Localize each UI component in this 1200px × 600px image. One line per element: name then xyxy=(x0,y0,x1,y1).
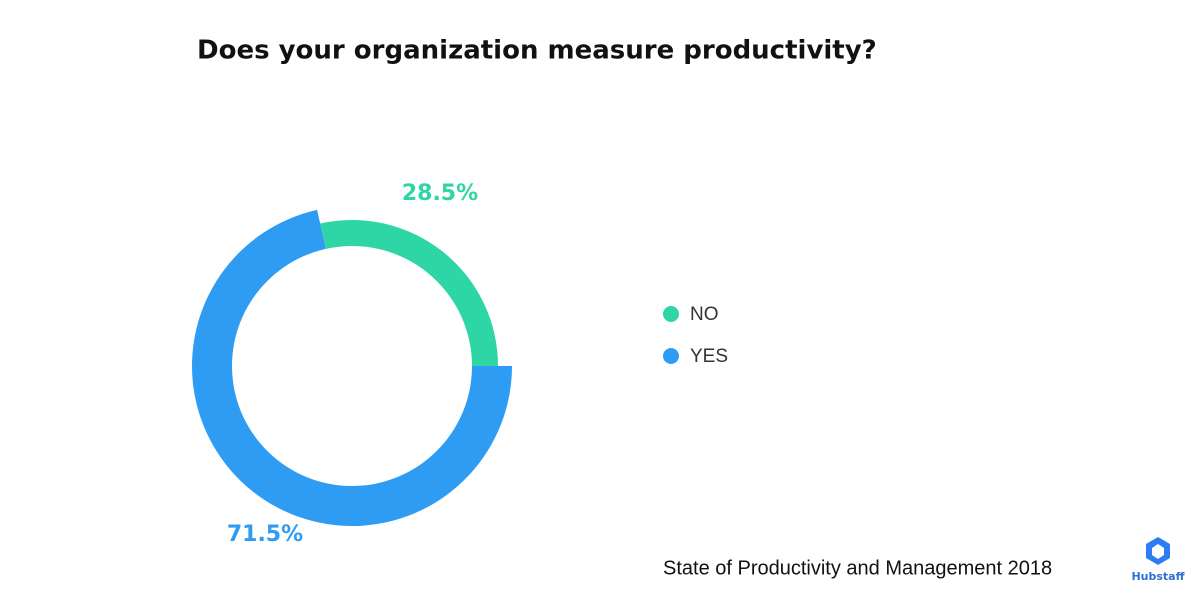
logo-text: Hubstaff xyxy=(1131,570,1184,583)
value-label: 71.5% xyxy=(227,522,303,547)
chart-title: Does your organization measure productiv… xyxy=(197,36,877,66)
donut-slice xyxy=(320,220,498,366)
legend-marker xyxy=(663,348,679,364)
legend-marker xyxy=(663,306,679,322)
source: State of Productivity and Management 201… xyxy=(663,557,1052,579)
logo-icon-inner xyxy=(1152,544,1164,559)
legend-label: NO xyxy=(690,304,719,325)
logo: Hubstaff xyxy=(1131,537,1185,583)
value-label: 28.5% xyxy=(402,181,478,206)
legend-label: YES xyxy=(690,346,728,367)
